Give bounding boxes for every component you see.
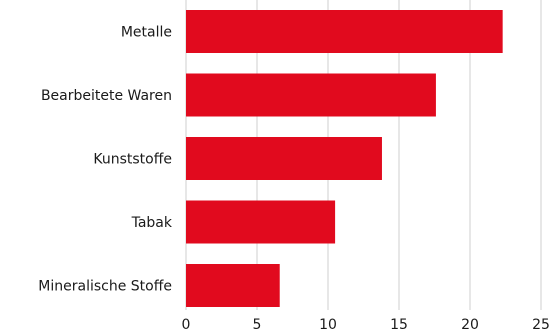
x-tick-label: 25 [532,317,550,333]
x-tick-label: 10 [319,317,337,333]
x-tick-label: 15 [390,317,408,333]
bar [186,137,382,180]
x-tick-label: 20 [461,317,479,333]
category-label: Bearbeitete Waren [41,88,172,104]
category-label: Mineralische Stoffe [38,279,172,295]
category-labels: Metalle Bearbeitete Waren Kunststoffe Tabak… [38,25,173,295]
category-label: Metalle [121,25,172,41]
bars [186,10,503,307]
x-tick-label: 0 [182,317,191,333]
category-label: Kunststoffe [93,152,172,168]
bar [186,10,503,53]
category-label: Tabak [131,215,173,231]
bar [186,200,336,244]
x-tick-label: 5 [253,317,262,333]
x-tick-labels: 0 5 10 15 20 25 [182,317,550,333]
bar [186,73,436,117]
bar [186,264,280,307]
